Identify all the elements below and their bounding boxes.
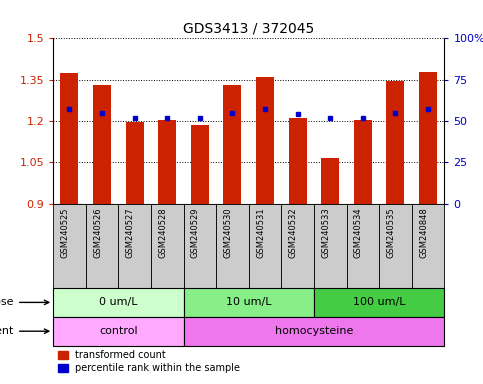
Bar — [60, 73, 78, 204]
Bar — [216, 204, 249, 288]
Text: GSM240532: GSM240532 — [289, 208, 298, 258]
Text: GSM240531: GSM240531 — [256, 208, 265, 258]
Text: GSM240527: GSM240527 — [126, 208, 135, 258]
Bar — [93, 85, 111, 204]
Text: GSM240534: GSM240534 — [354, 208, 363, 258]
Text: 0 um/L: 0 um/L — [99, 297, 138, 308]
Bar — [412, 204, 444, 288]
Text: GSM240526: GSM240526 — [93, 208, 102, 258]
Bar — [314, 288, 444, 317]
Bar — [321, 158, 339, 204]
Bar — [419, 72, 437, 204]
Text: GSM240530: GSM240530 — [224, 208, 232, 258]
Bar — [224, 85, 242, 204]
Title: GDS3413 / 372045: GDS3413 / 372045 — [183, 22, 314, 36]
Bar — [354, 119, 372, 204]
Text: agent: agent — [0, 326, 49, 336]
Bar — [118, 204, 151, 288]
Bar — [191, 125, 209, 204]
Bar — [53, 204, 86, 288]
Bar — [53, 317, 184, 346]
Bar — [249, 204, 282, 288]
Text: GSM240529: GSM240529 — [191, 208, 200, 258]
Bar — [184, 204, 216, 288]
Text: control: control — [99, 326, 138, 336]
Text: GSM240528: GSM240528 — [158, 208, 167, 258]
Bar — [289, 118, 307, 204]
Bar — [151, 204, 184, 288]
Bar — [53, 288, 184, 317]
Bar — [256, 77, 274, 204]
Text: homocysteine: homocysteine — [275, 326, 353, 336]
Bar — [86, 204, 118, 288]
Text: GSM240535: GSM240535 — [386, 208, 396, 258]
Bar — [282, 204, 314, 288]
Bar — [184, 317, 444, 346]
Text: dose: dose — [0, 297, 49, 308]
Bar — [184, 288, 314, 317]
Text: 100 um/L: 100 um/L — [353, 297, 405, 308]
Text: GSM240848: GSM240848 — [419, 208, 428, 258]
Legend: transformed count, percentile rank within the sample: transformed count, percentile rank withi… — [58, 351, 241, 373]
Bar — [314, 204, 347, 288]
Bar — [347, 204, 379, 288]
Text: GSM240533: GSM240533 — [321, 208, 330, 258]
Text: GSM240525: GSM240525 — [60, 208, 70, 258]
Bar — [126, 122, 143, 204]
Text: 10 um/L: 10 um/L — [226, 297, 271, 308]
Bar — [379, 204, 412, 288]
Bar — [158, 119, 176, 204]
Bar — [386, 81, 404, 204]
